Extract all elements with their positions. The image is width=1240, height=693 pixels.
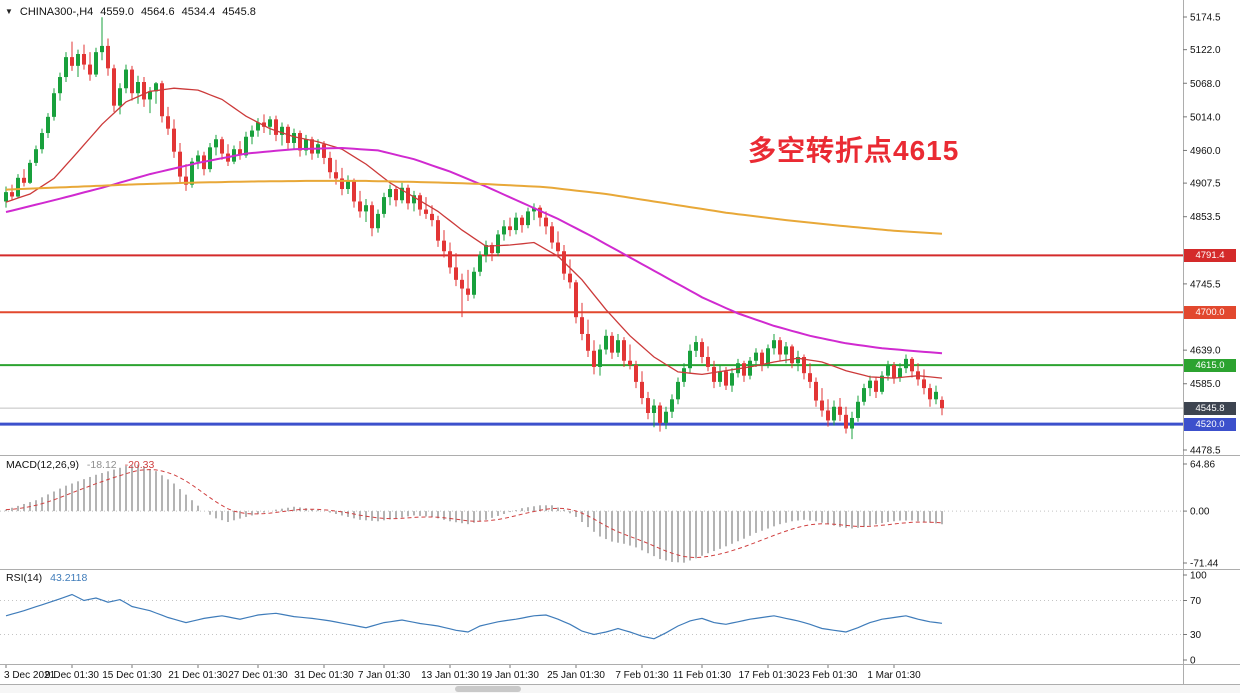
ohlc-close-value: 4545.8	[222, 6, 256, 18]
rsi-name: RSI(14)	[6, 572, 43, 584]
horizontal-scrollbar-thumb[interactable]	[455, 686, 521, 692]
time-axis-label: 15 Dec 01:30	[102, 670, 162, 681]
rsi-level-lines	[0, 600, 1183, 635]
price-axis-label: 4639.0	[1190, 346, 1221, 357]
price-axis-label: 4745.5	[1190, 279, 1221, 290]
rsi-axis-label: 70	[1190, 596, 1202, 607]
time-axis-label: 25 Jan 01:30	[547, 670, 605, 681]
time-axis-label: 27 Dec 01:30	[228, 670, 288, 681]
time-axis-label: 9 Dec 01:30	[45, 670, 99, 681]
macd-axis-labels: 64.86 0.00 -71.44	[1183, 459, 1219, 569]
price-axis-label: 4585.0	[1190, 379, 1221, 390]
price-axis-label: 4478.5	[1190, 446, 1221, 457]
price-level-badge-4700: 4700.0	[1184, 305, 1236, 319]
chart-header: ▼ CHINA300-,H4 4559.0 4564.6 4534.4 4545…	[5, 6, 256, 18]
rsi-line	[5, 593, 943, 640]
ma-fast-line	[5, 87, 943, 379]
price-level-badge-4520: 4520.0	[1184, 417, 1236, 431]
rsi-axis-label: 0	[1190, 656, 1196, 667]
price-axis-label: 4960.0	[1190, 146, 1221, 157]
price-level-badge-4791: 4791.4	[1184, 248, 1236, 262]
rsi-value: 43.2118	[50, 572, 88, 584]
time-axis-label: 31 Dec 01:30	[294, 670, 354, 681]
ohlc-open-value: 4559.0	[100, 6, 134, 18]
macd-name: MACD(12,26,9)	[6, 459, 79, 471]
time-axis-label: 11 Feb 01:30	[673, 670, 732, 681]
time-axis-label: 17 Feb 01:30	[739, 670, 798, 681]
ohlc-high-value: 4564.6	[140, 6, 175, 18]
macd-histogram	[0, 464, 1183, 563]
rsi-axis-label: 100	[1190, 571, 1207, 582]
candlestick-series	[4, 17, 944, 440]
time-axis-label: 7 Feb 01:30	[615, 670, 669, 681]
ma-slow-line	[5, 179, 943, 235]
rsi-axis-labels: 100 70 30 0	[1183, 571, 1207, 667]
macd-signal-line	[5, 469, 943, 559]
ma-mid-line	[5, 146, 943, 355]
price-axis-labels: 5174.5 5122.0 5068.0 5014.0 4960.0 4907.5 4853…	[1183, 13, 1221, 457]
horizontal-level-lines	[0, 254, 1183, 426]
price-level-badge-4615: 4615.0	[1184, 358, 1236, 372]
time-axis-label: 13 Jan 01:30	[421, 670, 479, 681]
rsi-axis-label: 30	[1190, 630, 1202, 641]
price-axis-label: 5174.5	[1190, 13, 1221, 24]
rsi-indicator-label: RSI(14) 43.2118	[6, 572, 92, 584]
time-axis-label: 7 Jan 01:30	[358, 670, 411, 681]
macd-signal-value: -20.33	[124, 459, 155, 471]
price-axis-label: 4853.5	[1190, 212, 1221, 223]
macd-indicator-label: MACD(12,26,9) -18.12 -20.33	[6, 459, 159, 471]
price-axis-label: 5014.0	[1190, 112, 1221, 123]
collapse-arrow-icon[interactable]: ▼	[5, 7, 13, 16]
time-axis-label: 3 Dec 2021	[4, 670, 56, 681]
annotation-text[interactable]: 多空转折点4615	[748, 135, 960, 166]
symbol-period-label: CHINA300-,H4	[19, 6, 94, 18]
macd-axis-label: 0.00	[1190, 507, 1210, 518]
ohlc-low-value: 4534.4	[181, 6, 216, 18]
price-axis-label: 5068.0	[1190, 79, 1221, 90]
current-price-badge: 4545.8	[1184, 401, 1236, 415]
time-axis-label: 19 Jan 01:30	[481, 670, 539, 681]
macd-axis-label: 64.86	[1190, 459, 1215, 470]
price-axis-label: 5122.0	[1190, 45, 1221, 56]
time-axis-label: 21 Dec 01:30	[168, 670, 228, 681]
price-axis-label: 4907.5	[1190, 179, 1221, 190]
time-axis-label: 23 Feb 01:30	[799, 670, 858, 681]
horizontal-scrollbar[interactable]	[0, 685, 1240, 693]
time-axis-label: 1 Mar 01:30	[867, 670, 921, 681]
macd-main-value: -18.12	[86, 459, 117, 471]
macd-axis-label: -71.44	[1190, 558, 1219, 569]
